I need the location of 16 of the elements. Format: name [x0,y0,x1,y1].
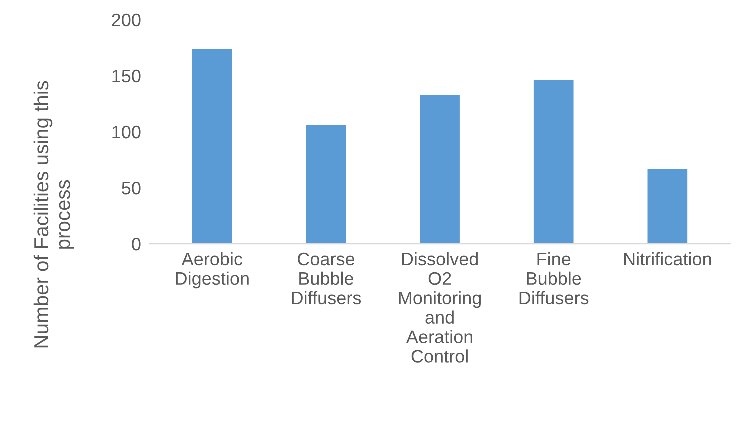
x-tick-label: Coarse Bubble Diffusers [292,252,362,305]
bar [648,168,688,244]
y-tick-label: 100 [112,126,141,139]
bar [192,49,232,244]
bar [306,125,346,244]
y-axis-title: Number of Facilities using this process [34,81,74,348]
y-tick-label: 200 [112,14,141,27]
y-tick-label: 50 [122,182,141,195]
bar [420,94,460,244]
x-tick-label: Nitrification [624,252,712,266]
x-tick-label: Dissolved O2 Monitoring and Aeration Control [399,252,482,363]
y-tick-label: 0 [132,238,141,251]
x-tick-label: Aerobic Digestion [176,252,249,289]
x-tick-label: Fine Bubble Diffusers [520,252,589,305]
bar [534,80,574,244]
y-tick-label: 150 [112,70,141,83]
